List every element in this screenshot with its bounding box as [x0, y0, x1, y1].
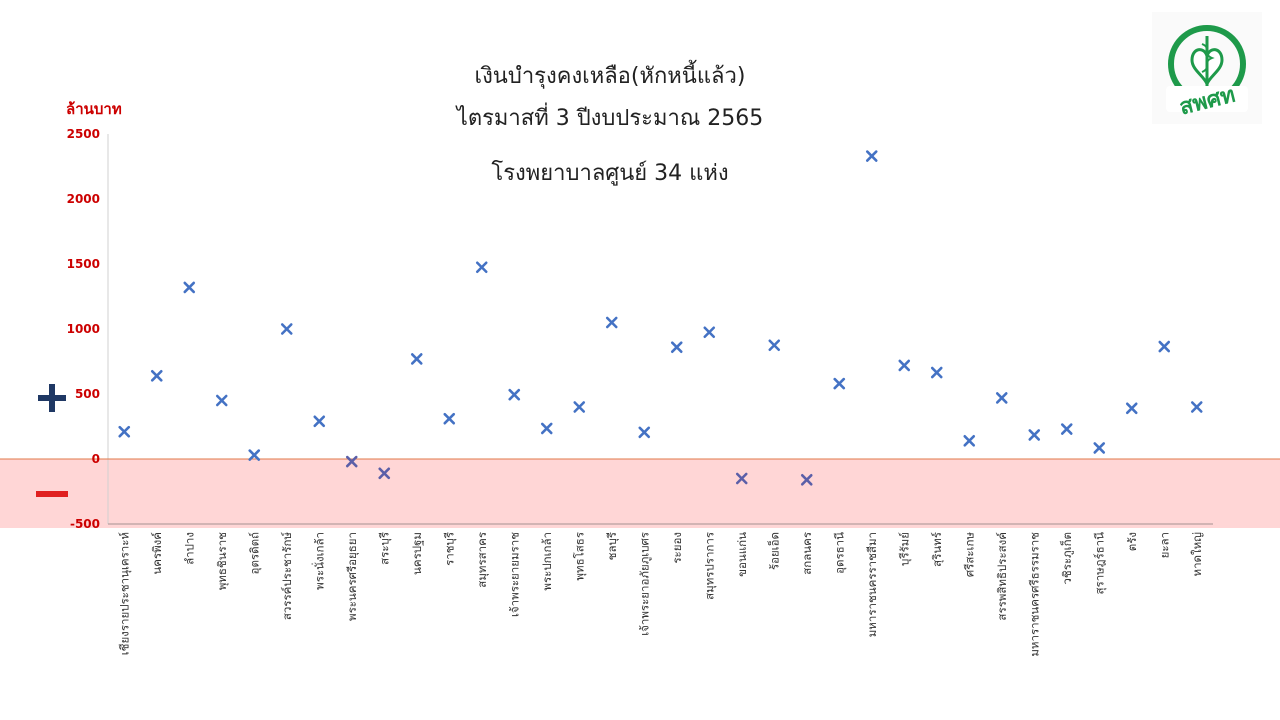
- x-category-label: ร้อยเอ็ด: [766, 532, 781, 570]
- x-category-label: ระยอง: [670, 532, 684, 564]
- x-category-label: ตรัง: [1125, 532, 1139, 551]
- x-category-label: เจ้าพระยาอภัยภูเบศร: [637, 532, 651, 636]
- y-tick-label: 1000: [67, 322, 100, 336]
- x-category-label: ลำปาง: [182, 532, 196, 565]
- data-point: [118, 425, 131, 438]
- x-category-label: สมุทรสาคร: [475, 532, 489, 588]
- y-tick-label: 1500: [67, 257, 100, 271]
- chart-title-line-1: เงินบำรุงคงเหลือ(หักหนี้แล้ว): [474, 64, 746, 89]
- category-labels: เชียงรายประชานุเคราะห์ นครพิงค์ ลำปาง พุทธช…: [117, 532, 1204, 657]
- caduceus-heart-logo-icon: สพศท: [1166, 25, 1248, 120]
- data-point: [930, 366, 943, 379]
- x-category-label: หาดใหญ่: [1190, 532, 1204, 577]
- data-point: [1060, 423, 1073, 435]
- data-point: [443, 412, 456, 425]
- x-category-label: สวรรค์ประชารักษ์: [280, 532, 294, 621]
- x-category-label: สกลนคร: [800, 532, 814, 575]
- data-point: [638, 426, 651, 439]
- x-category-label: อุดรธานี: [832, 532, 846, 574]
- y-tick-label: 2000: [67, 192, 100, 206]
- data-point: [605, 316, 618, 329]
- y-tick-label: 500: [75, 387, 100, 401]
- x-category-label: อุตรดิตถ์: [247, 532, 261, 574]
- x-category-label: พุทธชินราช: [215, 532, 229, 590]
- data-point: [963, 434, 976, 447]
- data-point: [670, 341, 683, 354]
- negative-region-band: [0, 459, 1280, 528]
- data-point: [865, 150, 878, 162]
- data-point: [573, 401, 586, 413]
- data-point: [540, 422, 553, 435]
- chart-title-line-3: โรงพยาบาลศูนย์ 34 แห่ง: [491, 161, 729, 186]
- x-category-label: สมุทรปราการ: [702, 532, 716, 600]
- y-tick-label: -500: [70, 517, 100, 531]
- data-point: [508, 388, 521, 401]
- x-category-label: มหาราชนครศรีธรรมราช: [1027, 532, 1041, 657]
- x-category-label: สุรินทร์: [930, 532, 944, 567]
- x-category-label: มหาราชนครราชสีมา: [865, 532, 879, 637]
- x-category-label: เชียงรายประชานุเคราะห์: [117, 532, 131, 655]
- data-point: [995, 392, 1008, 404]
- data-point: [410, 353, 423, 365]
- data-point: [833, 377, 846, 390]
- chart-title-line-2: ไตรมาสที่ 3 ปีงบประมาณ 2565: [456, 106, 764, 131]
- x-category-label: ยะลา: [1157, 532, 1171, 558]
- data-point: [768, 339, 781, 352]
- data-point: [898, 359, 911, 372]
- x-category-label: ราชบุรี: [442, 532, 456, 566]
- x-category-label: สรรพสิทธิประสงค์: [995, 532, 1009, 621]
- y-axis-unit-label: ล้านบาท: [66, 100, 122, 118]
- x-category-label: ศรีสะเกษ: [962, 532, 976, 578]
- x-category-label: ขอนแก่น: [735, 532, 749, 577]
- data-point: [215, 394, 228, 407]
- y-tick-label: 2500: [67, 127, 100, 141]
- data-point: [183, 281, 196, 294]
- plus-sign-icon: [38, 384, 66, 412]
- data-point: [313, 415, 326, 428]
- data-point: [1093, 442, 1106, 454]
- data-point: [1028, 429, 1041, 441]
- x-category-label: เจ้าพระยายมราช: [507, 532, 521, 617]
- x-category-label: พุทธโสธร: [572, 532, 586, 581]
- x-category-label: นครปฐม: [410, 532, 424, 575]
- x-category-label: สุราษฎร์ธานี: [1092, 532, 1106, 595]
- x-category-label: สระบุรี: [377, 532, 391, 565]
- data-point: [345, 455, 358, 468]
- y-tick-label: 0: [92, 452, 100, 466]
- x-category-label: บุรีรัมย์: [897, 532, 911, 566]
- data-point: [150, 369, 163, 382]
- x-category-label: พระปกเกล้า: [540, 532, 554, 591]
- data-point: [800, 473, 813, 486]
- x-category-label: วชิระภูเก็ต: [1059, 532, 1074, 585]
- minus-sign-icon: [36, 491, 68, 497]
- data-point: [475, 261, 488, 274]
- data-point: [248, 449, 261, 461]
- x-category-label: พระนั่งเกล้า: [311, 532, 326, 590]
- x-category-label: นครพิงค์: [150, 532, 164, 575]
- data-point: [1190, 401, 1203, 413]
- data-point: [280, 323, 293, 335]
- data-point: [735, 472, 748, 485]
- data-point: [703, 326, 716, 339]
- data-point: [1125, 402, 1138, 415]
- x-category-label: ชลบุรี: [605, 532, 619, 560]
- data-point: [1158, 340, 1171, 353]
- y-tick-labels: -500 0 500 1000 1500 2000 2500: [67, 127, 100, 531]
- data-points: [118, 150, 1203, 486]
- data-point: [378, 467, 391, 480]
- logo: สพศท: [1152, 12, 1262, 124]
- x-category-label: พระนครศรีอยุธยา: [345, 532, 359, 621]
